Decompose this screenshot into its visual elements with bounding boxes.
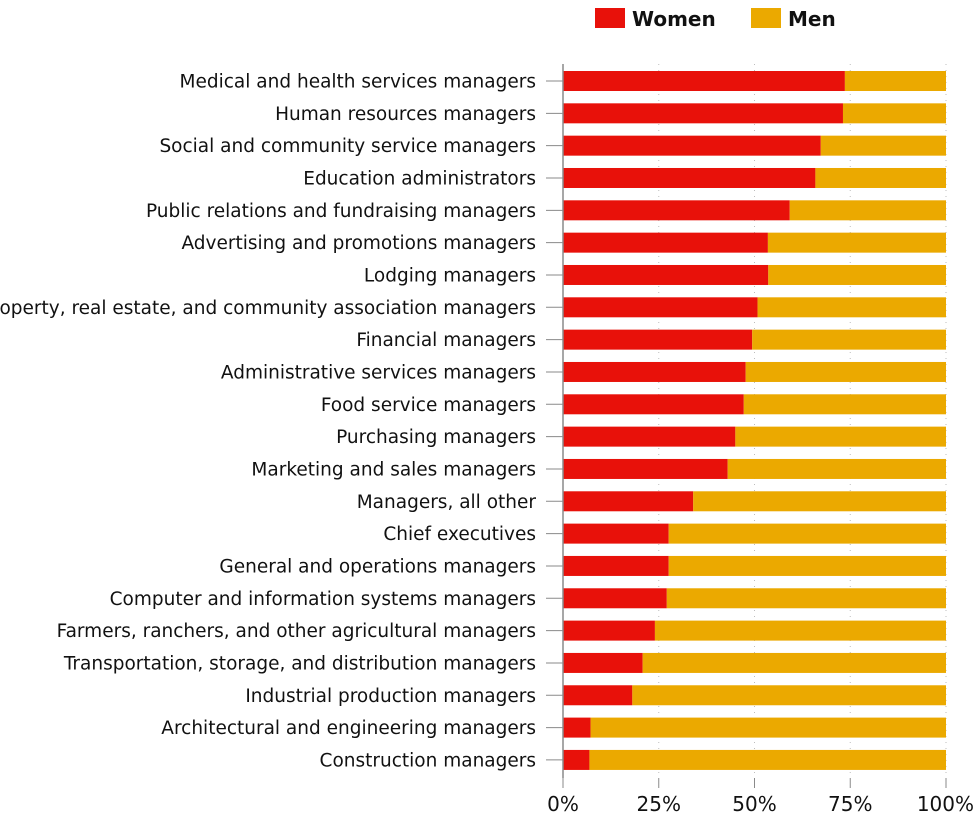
bar-women-public-relations-and-fundraising-managers — [563, 200, 790, 221]
category-label: Managers, all other — [357, 492, 537, 513]
bar-men-construction-managers — [589, 749, 946, 770]
category-label: General and operations managers — [219, 556, 536, 577]
x-tick-label: 75% — [828, 792, 872, 816]
bar-men-lodging-managers — [768, 264, 946, 285]
bar-women-transportation-storage-and-distribution-managers — [563, 652, 643, 673]
bar-men-marketing-and-sales-managers — [727, 458, 946, 479]
bar-women-architectural-and-engineering-managers — [563, 717, 591, 738]
bar-women-property-real-estate-and-community-association-managers — [563, 297, 758, 318]
bar-men-transportation-storage-and-distribution-managers — [642, 652, 946, 673]
bar-men-advertising-and-promotions-managers — [767, 232, 946, 253]
category-label: Construction managers — [320, 750, 536, 771]
bar-women-industrial-production-managers — [563, 685, 633, 706]
bar-women-medical-and-health-services-managers — [563, 71, 845, 91]
x-tick-label: 100% — [917, 792, 974, 816]
bar-men-chief-executives — [668, 523, 946, 544]
legend-swatch-women — [595, 8, 625, 28]
bar-women-construction-managers — [563, 749, 590, 770]
category-label: Advertising and promotions managers — [181, 233, 536, 254]
category-label: Education administrators — [303, 168, 536, 189]
category-label: Architectural and engineering managers — [161, 718, 536, 739]
x-tick-label: 25% — [637, 792, 681, 816]
category-label: Administrative services managers — [221, 362, 536, 383]
category-label: Farmers, ranchers, and other agricultura… — [57, 621, 536, 642]
bar-men-food-service-managers — [743, 394, 946, 415]
bar-men-public-relations-and-fundraising-managers — [789, 200, 946, 221]
bar-men-financial-managers — [752, 329, 946, 350]
legend-label-women: Women — [632, 7, 716, 31]
bar-women-marketing-and-sales-managers — [563, 458, 728, 479]
bar-women-purchasing-managers — [563, 426, 736, 447]
bar-women-advertising-and-promotions-managers — [563, 232, 768, 253]
category-label: Marketing and sales managers — [251, 459, 536, 480]
bar-men-property-real-estate-and-community-association-managers — [757, 297, 946, 318]
category-label: Financial managers — [356, 330, 536, 351]
bar-men-industrial-production-managers — [632, 685, 946, 706]
bar-men-architectural-and-engineering-managers — [590, 717, 946, 738]
bar-men-computer-and-information-systems-managers — [666, 588, 946, 609]
x-tick-label: 0% — [547, 792, 579, 816]
category-label: Human resources managers — [275, 104, 536, 125]
category-label: Purchasing managers — [336, 427, 536, 448]
bar-women-lodging-managers — [563, 264, 769, 285]
legend: Women Men — [595, 7, 836, 31]
bar-women-human-resources-managers — [563, 103, 843, 124]
bar-men-purchasing-managers — [735, 426, 946, 447]
category-label: Medical and health services managers — [180, 72, 536, 93]
category-label: Transportation, storage, and distributio… — [63, 653, 536, 674]
bar-women-general-and-operations-managers — [563, 555, 669, 576]
bar-women-food-service-managers — [563, 394, 744, 415]
bar-women-administrative-services-managers — [563, 361, 746, 382]
category-label: Food service managers — [321, 395, 536, 416]
bars — [563, 71, 946, 770]
bar-women-managers-all-other — [563, 491, 694, 512]
bar-women-financial-managers — [563, 329, 753, 350]
bar-men-human-resources-managers — [842, 103, 946, 124]
bar-women-chief-executives — [563, 523, 669, 544]
legend-label-men: Men — [788, 7, 836, 31]
bar-men-managers-all-other — [693, 491, 946, 512]
bar-men-farmers-ranchers-and-other-agricultural-managers — [654, 620, 946, 641]
bar-men-medical-and-health-services-managers — [844, 71, 946, 91]
bar-women-social-and-community-service-managers — [563, 135, 821, 156]
bar-women-education-administrators — [563, 167, 816, 188]
legend-swatch-men — [751, 8, 781, 28]
category-label: Industrial production managers — [245, 686, 536, 707]
category-label: Lodging managers — [364, 265, 536, 286]
x-axis: 0% 25% 50% 75% 100% — [547, 778, 974, 816]
category-label: Public relations and fundraising manager… — [146, 201, 536, 222]
category-label: Computer and information systems manager… — [110, 589, 536, 610]
category-label: Chief executives — [383, 524, 536, 545]
category-label: Social and community service managers — [159, 136, 536, 157]
y-axis: Medical and health services managers Huma… — [0, 64, 564, 778]
x-tick-label: 50% — [732, 792, 776, 816]
bar-women-farmers-ranchers-and-other-agricultural-managers — [563, 620, 655, 641]
bar-men-social-and-community-service-managers — [820, 135, 946, 156]
bar-men-general-and-operations-managers — [668, 555, 946, 576]
category-label: Property, real estate, and community ass… — [0, 298, 536, 319]
bar-women-computer-and-information-systems-managers — [563, 588, 667, 609]
bar-men-administrative-services-managers — [745, 361, 946, 382]
bar-men-education-administrators — [815, 167, 946, 188]
